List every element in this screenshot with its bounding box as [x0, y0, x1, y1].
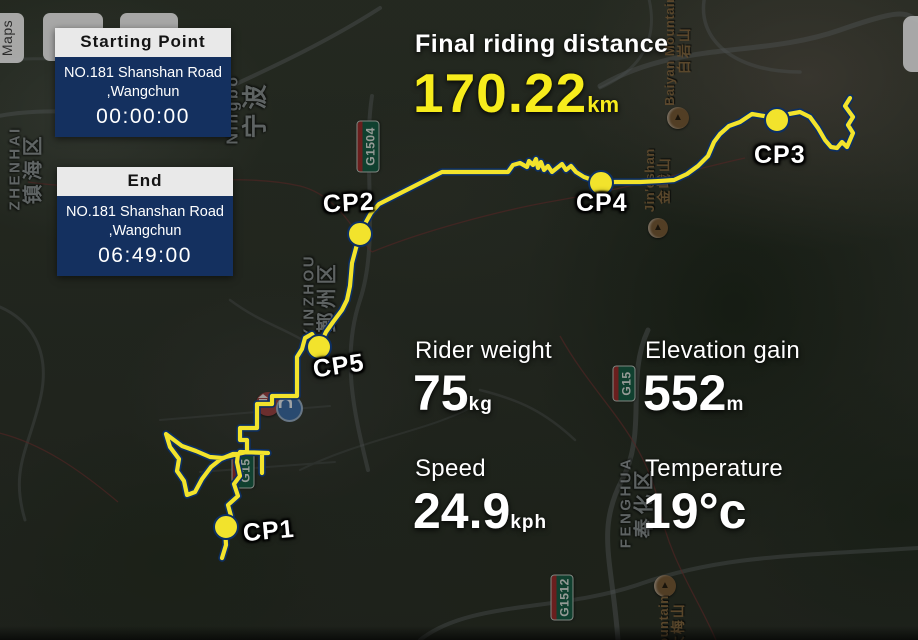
- checkpoint-label-cp1: CP1: [241, 514, 296, 548]
- end-panel: End NO.181 Shanshan Road ,Wangchun 06:49…: [57, 167, 233, 276]
- starting-point-title: Starting Point: [55, 28, 231, 57]
- final-distance-unit: km: [587, 92, 620, 117]
- end-address: NO.181 Shanshan Road ,Wangchun: [66, 204, 224, 239]
- rider-weight-label: Rider weight: [415, 337, 552, 364]
- final-distance-label: Final riding distance: [415, 30, 669, 58]
- checkpoint-label-cp3: CP3: [754, 141, 806, 169]
- elevation-gain-value: 552m: [643, 365, 745, 421]
- maps-sidebar-button[interactable]: Maps: [0, 13, 24, 63]
- checkpoint-marker-cp1: [213, 514, 239, 540]
- rider-weight-value: 75kg: [413, 365, 493, 421]
- starting-point-panel: Starting Point NO.181 Shanshan Road ,Wan…: [55, 28, 231, 137]
- final-distance-value: 170.22km: [413, 62, 620, 124]
- speed-value: 24.9kph: [413, 483, 548, 539]
- speed-label: Speed: [415, 455, 486, 482]
- checkpoint-label-cp4: CP4: [576, 189, 628, 217]
- end-time: 06:49:00: [98, 243, 192, 267]
- starting-point-body: NO.181 Shanshan Road ,Wangchun 00:00:00: [55, 57, 231, 137]
- starting-point-address: NO.181 Shanshan Road ,Wangchun: [64, 65, 222, 100]
- end-title: End: [57, 167, 233, 196]
- elevation-gain-label: Elevation gain: [645, 337, 800, 364]
- map-control-button[interactable]: [903, 16, 918, 72]
- starting-point-time: 00:00:00: [96, 104, 190, 128]
- temperature-label: Temperature: [645, 455, 784, 482]
- temperature-value: 19°c: [643, 483, 747, 539]
- checkpoint-marker-cp3: [764, 107, 790, 133]
- checkpoint-marker-cp2: [347, 221, 373, 247]
- end-body: NO.181 Shanshan Road ,Wangchun 06:49:00: [57, 196, 233, 276]
- checkpoint-label-cp2: CP2: [322, 187, 376, 219]
